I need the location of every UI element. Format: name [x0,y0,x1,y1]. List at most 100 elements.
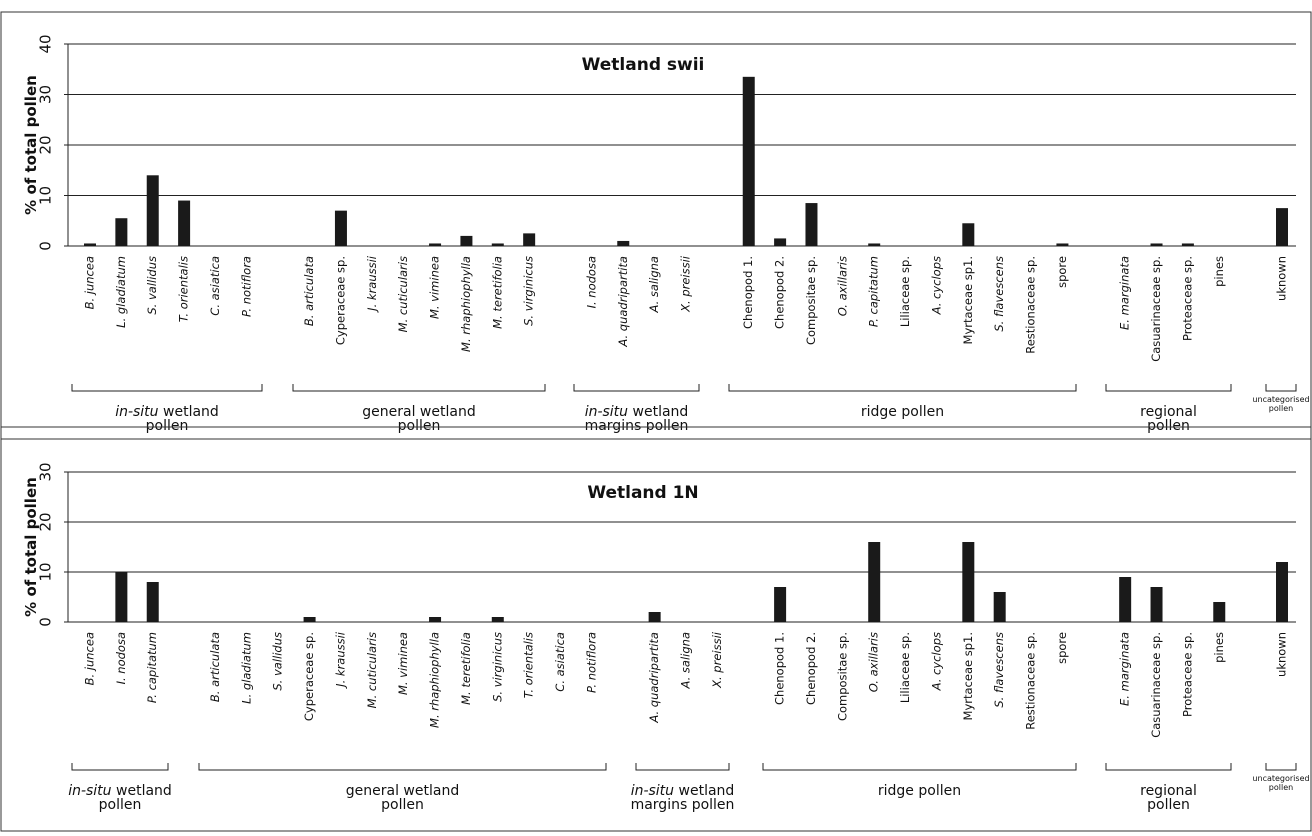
ytick-label-1-3: 30 [37,462,55,481]
group-label-line2-1-0: pollen [99,797,142,813]
group-bracket-0-2 [573,384,700,392]
bar-0-14 [523,233,536,246]
category-label-1-12: M. teretifolia [459,632,473,705]
bar-1-36 [1213,602,1226,622]
category-label-1-22: Chenopod 1. [773,632,787,705]
category-label-0-34: Casuarinaceae sp. [1149,256,1163,362]
category-label-0-13: M. teretifolia [490,256,504,329]
ytick-label-0-4: 40 [37,34,55,53]
category-label-0-1: L. gladiatum [114,256,128,328]
bar-0-21 [742,76,755,246]
bar-0-11 [429,243,442,246]
group-label-0-2: in-situ wetland [585,404,689,420]
category-label-0-26: Liliaceae sp. [898,256,912,327]
group-bracket-0-4 [1105,384,1232,392]
category-label-0-25: P. capitatum [867,256,881,327]
group-label-1-5: uncategorised [1252,774,1309,783]
bar-0-0 [84,243,96,246]
bar-0-23 [805,203,818,246]
category-label-1-13: S. virginicus [490,632,504,702]
category-label-1-20: X. preissii [710,631,724,689]
category-label-0-29: S. flavescens [992,256,1006,332]
category-label-1-26: Liliaceae sp. [898,632,912,703]
category-label-0-27: A. cyclops [929,256,943,315]
category-label-1-33: E. marginata [1118,632,1132,706]
bar-0-31 [1056,243,1069,246]
group-bracket-0-0 [71,384,263,392]
category-label-1-35: Proteaceae sp. [1180,632,1194,717]
group-bracket-1-4 [1105,763,1232,771]
bar-1-11 [429,617,442,622]
category-label-0-28: Myrtaceae sp1. [961,256,975,344]
bar-1-33 [1119,577,1132,622]
category-label-1-16: P. notiflora [584,632,598,693]
category-label-1-24: Compositae sp. [835,632,849,721]
category-label-0-11: M. viminea [428,256,442,319]
category-label-1-27: A. cyclops [929,632,943,691]
y-axis-label-1: % of total pollen [22,477,40,617]
group-label-1-1: general wetland [346,783,459,799]
bar-1-29 [993,592,1006,622]
bar-0-34 [1150,243,1163,246]
panel-frame-1 [0,426,1312,832]
bar-0-2 [146,175,159,246]
chart-title-0: Wetland swii [582,55,705,75]
group-bracket-0-3 [728,384,1077,392]
category-label-0-9: J. kraussii [365,255,379,313]
ytick-label-0-0: 0 [37,241,55,251]
category-label-1-28: Myrtaceae sp1. [961,632,975,720]
group-label-0-5: uncategorised [1252,395,1309,404]
bar-0-35 [1181,243,1194,246]
group-label-1-0: in-situ wetland [68,783,172,799]
group-bracket-0-1 [292,384,546,392]
category-label-1-34: Casuarinaceae sp. [1149,632,1163,738]
category-label-1-25: O. axillaris [867,632,881,692]
category-label-1-6: S. vallidus [271,632,285,691]
category-label-0-14: S. virginicus [522,256,536,326]
bar-0-25 [868,243,881,246]
category-label-0-3: T. orientalis [177,256,191,322]
group-bracket-0-5 [1265,384,1297,392]
category-label-1-15: C. asiatica [553,632,567,692]
category-label-1-36: pines [1212,632,1226,663]
group-bracket-1-0 [71,763,169,771]
bar-0-17 [617,240,630,246]
category-label-0-8: Cyperaceae sp. [333,256,347,345]
chart-title-1: Wetland 1N [587,483,698,503]
category-label-1-8: J. kraussii [333,631,347,689]
bar-1-1 [115,572,128,622]
category-label-0-38: uknown [1275,256,1289,301]
group-label-line2-1-4: pollen [1147,797,1190,813]
category-label-1-18: A. quadripartita [647,632,661,724]
category-label-0-22: Chenopod 2. [773,256,787,329]
group-label-1-4: regional [1140,783,1197,799]
category-label-1-2: P. capitatum [145,632,159,703]
group-label-line2-1-1: pollen [381,797,424,813]
group-label-line2-0-4: pollen [1147,418,1190,434]
category-label-0-33: E. marginata [1118,256,1132,330]
bar-0-13 [491,243,504,246]
group-bracket-1-3 [762,763,1077,771]
group-label-0-4: regional [1140,404,1197,420]
bar-1-22 [774,587,787,622]
category-label-1-30: Restionaceae sp. [1024,632,1038,730]
group-label-line2-0-0: pollen [146,418,189,434]
group-label-0-3: ridge pollen [861,404,944,420]
y-axis-label-0: % of total pollen [22,75,40,215]
bar-1-38 [1276,562,1288,622]
bar-1-18 [648,612,661,622]
category-label-1-1: I. nodosa [114,632,128,684]
bar-1-34 [1150,587,1163,622]
group-bracket-1-5 [1265,763,1297,771]
category-label-0-2: S. vallidus [145,256,159,315]
category-label-1-11: M. rhaphiophylla [428,632,442,728]
category-label-0-4: C. asiatica [208,256,222,316]
category-label-0-10: M. cuticularis [396,256,410,332]
ytick-label-0-2: 20 [37,135,55,154]
category-label-0-5: P. notiflora [239,256,253,317]
category-label-1-38: uknown [1275,632,1289,677]
category-label-1-7: Cyperaceae sp. [302,632,316,721]
bar-1-2 [146,582,159,622]
group-label-line2-1-2: margins pollen [631,797,735,813]
